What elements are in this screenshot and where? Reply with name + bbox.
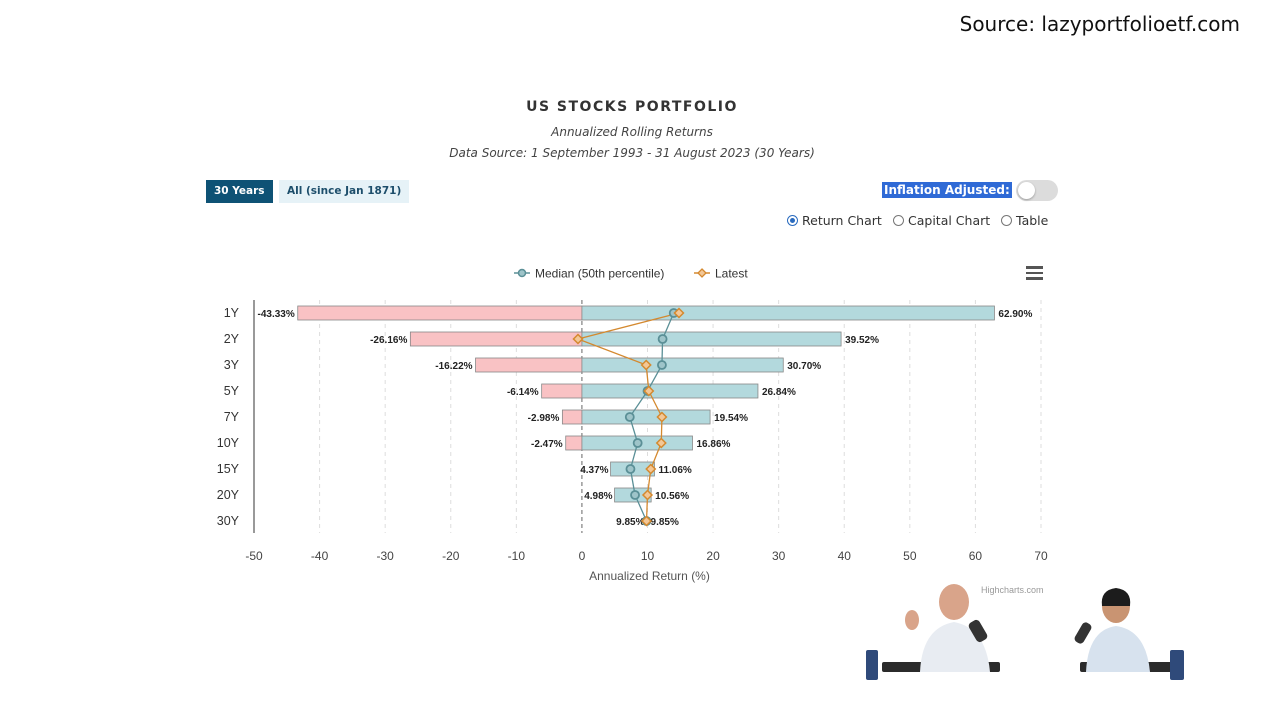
legend-median-marker (517, 268, 527, 278)
legend-median-label: Median (50th percentile) (535, 267, 664, 281)
x-tick-label: 70 (1034, 549, 1048, 563)
category-label: 5Y (224, 384, 240, 398)
radio-empty-icon (1001, 215, 1012, 226)
high-value-label: 30.70% (787, 361, 821, 372)
x-tick-label: 60 (969, 549, 983, 563)
presenter-webcam-right (1060, 588, 1190, 690)
period-all-button[interactable]: All (since Jan 1871) (279, 180, 410, 203)
low-value-label: -26.16% (370, 335, 407, 346)
x-tick-label: 20 (706, 549, 720, 563)
category-label: 10Y (217, 436, 240, 450)
latest-point (655, 437, 667, 449)
low-value-label: -2.98% (528, 413, 560, 424)
latest-point (641, 489, 654, 501)
radio-selected-icon (787, 215, 798, 226)
median-point (657, 334, 668, 344)
category-label: 30Y (217, 514, 240, 528)
x-tick-label: -50 (245, 549, 263, 563)
negative-bar (475, 357, 583, 373)
radio-label: Capital Chart (908, 213, 991, 228)
low-value-label: 4.37% (580, 465, 608, 476)
positive-bar (581, 409, 711, 425)
chart-subtitle: Annualized Rolling Returns (551, 125, 713, 139)
high-value-label: 39.52% (845, 335, 879, 346)
low-value-label: 9.85% (616, 517, 644, 528)
latest-point (645, 463, 657, 475)
x-tick-label: -20 (442, 549, 460, 563)
low-value-label: -6.14% (507, 387, 539, 398)
median-point (630, 490, 640, 500)
low-value-label: -2.47% (531, 439, 563, 450)
chart-menu-icon[interactable] (1026, 266, 1043, 280)
low-value-label: -43.33% (257, 309, 294, 320)
low-value-label: -16.22% (435, 361, 472, 372)
radio-label: Table (1016, 213, 1049, 228)
median-point (657, 360, 667, 370)
source-caption: Source: lazyportfolioetf.com (959, 12, 1240, 36)
high-value-label: 10.56% (655, 491, 689, 502)
latest-point (656, 411, 668, 423)
negative-bar (565, 435, 583, 451)
toggle-knob (1018, 182, 1035, 199)
high-value-label: 9.85% (651, 517, 679, 528)
radio-return-chart[interactable]: Return Chart (787, 213, 882, 228)
period-30-years-button[interactable]: 30 Years (206, 180, 273, 203)
category-label: 15Y (217, 462, 240, 476)
category-label: 3Y (224, 358, 240, 372)
x-axis-title: Annualized Return (%) (589, 569, 710, 583)
x-tick-label: 10 (641, 549, 655, 563)
high-value-label: 16.86% (696, 439, 730, 450)
x-tick-label: -10 (508, 549, 526, 563)
x-tick-label: 0 (579, 549, 586, 563)
chart-title: US STOCKS PORTFOLIO (526, 99, 738, 115)
median-point (624, 412, 635, 422)
negative-bar (297, 305, 583, 321)
negative-bar (541, 383, 583, 399)
positive-bar (581, 383, 759, 399)
radio-empty-icon (893, 215, 904, 226)
latest-point (643, 385, 655, 397)
x-tick-label: 30 (772, 549, 786, 563)
x-tick-label: -40 (311, 549, 329, 563)
high-value-label: 19.54% (714, 413, 748, 424)
latest-point (572, 333, 584, 345)
x-tick-label: 40 (838, 549, 852, 563)
highcharts-credit[interactable]: Highcharts.com (981, 585, 1044, 595)
high-value-label: 11.06% (658, 465, 691, 476)
category-label: 7Y (224, 410, 240, 424)
radio-table[interactable]: Table (1001, 213, 1048, 228)
x-tick-label: -30 (376, 549, 394, 563)
latest-point (640, 359, 652, 371)
median-point (625, 464, 636, 474)
category-label: 1Y (224, 306, 240, 320)
presenter-webcam-left (862, 584, 1012, 690)
x-tick-label: 50 (903, 549, 917, 563)
category-label: 20Y (217, 488, 240, 502)
inflation-adjusted-label: Inflation Adjusted: (882, 182, 1012, 198)
radio-capital-chart[interactable]: Capital Chart (893, 213, 990, 228)
legend-latest-label: Latest (715, 267, 748, 281)
positive-bar (581, 357, 784, 373)
negative-bar (561, 409, 583, 425)
high-value-label: 26.84% (762, 387, 796, 398)
positive-bar (581, 331, 842, 347)
median-point (632, 438, 643, 448)
negative-bar (409, 331, 583, 347)
data-source-text: Data Source: 1 September 1993 - 31 Augus… (449, 146, 815, 160)
positive-bar (581, 305, 995, 321)
inflation-toggle[interactable] (1016, 180, 1058, 201)
legend-latest-marker (697, 268, 707, 278)
category-label: 2Y (224, 332, 240, 346)
latest-point (640, 515, 653, 527)
radio-label: Return Chart (802, 213, 882, 228)
low-value-label: 4.98% (584, 491, 612, 502)
high-value-label: 62.90% (998, 309, 1032, 320)
latest-point (673, 307, 685, 319)
